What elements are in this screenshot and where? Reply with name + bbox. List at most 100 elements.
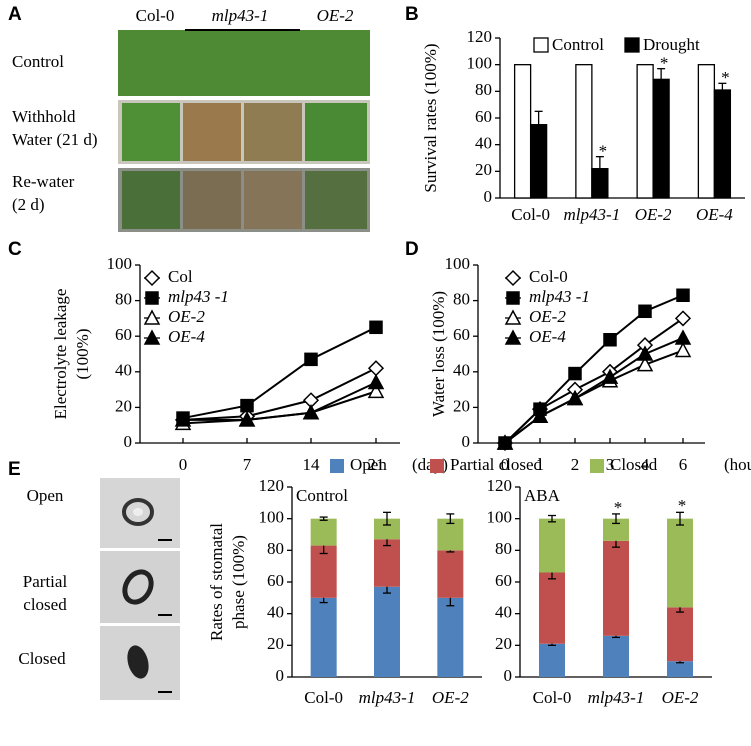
row-label: Withhold xyxy=(12,107,76,126)
y-tick-label: 0 xyxy=(484,187,493,206)
bar-segment xyxy=(539,643,565,677)
significance: * xyxy=(614,498,623,517)
bar-segment xyxy=(539,518,565,573)
y-tick-label: 20 xyxy=(475,160,492,179)
row-label: Re-water xyxy=(12,172,75,191)
phase-label: Partial xyxy=(23,572,68,591)
y-tick-label: 0 xyxy=(276,666,285,685)
marker xyxy=(302,404,320,420)
series-line xyxy=(183,381,377,421)
bar-segment xyxy=(603,635,629,677)
marker xyxy=(240,398,254,413)
x-tick-label: mlp43-1 xyxy=(564,205,621,224)
bar-segment xyxy=(374,518,400,540)
x-tick-label: Col-0 xyxy=(511,205,550,224)
x-unit: (hour) xyxy=(724,455,751,474)
legend-label: Partial closed xyxy=(450,455,543,474)
marker xyxy=(369,320,383,335)
x-tick-label: OE-2 xyxy=(635,205,672,224)
stomata-images xyxy=(100,478,180,700)
y-tick-label: 60 xyxy=(495,571,512,590)
panel-letter: E xyxy=(8,459,21,480)
micrograph xyxy=(100,551,180,623)
marker xyxy=(636,345,654,361)
bar-segment xyxy=(310,545,337,598)
marker xyxy=(143,329,161,345)
legend-swatch xyxy=(533,37,549,53)
legend-label: mlp43 -1 xyxy=(529,287,590,306)
stoma xyxy=(122,569,154,605)
series-line xyxy=(504,337,684,444)
significance: * xyxy=(721,68,730,87)
tray xyxy=(305,103,367,161)
row-label: Control xyxy=(12,52,64,71)
marker xyxy=(504,269,522,287)
significance: * xyxy=(660,54,669,73)
stoma xyxy=(127,645,149,679)
x-tick-label: 7 xyxy=(243,455,252,474)
tray xyxy=(122,171,180,229)
y-tick-label: 60 xyxy=(453,325,470,344)
legend-label: Col xyxy=(168,267,193,286)
bar-segment xyxy=(310,597,337,677)
bar-segment xyxy=(603,540,629,636)
y-axis-label: (100%) xyxy=(73,329,92,380)
bar-segment xyxy=(667,518,693,608)
legend-label: Col-0 xyxy=(529,267,568,286)
bar xyxy=(529,124,548,199)
legend-swatch xyxy=(330,459,344,473)
marker xyxy=(674,310,692,327)
x-tick-label: 14 xyxy=(303,455,321,474)
bar xyxy=(636,64,654,199)
y-tick-label: 60 xyxy=(115,325,132,344)
bar-segment xyxy=(667,661,693,677)
x-tick-label: OE-4 xyxy=(696,205,733,224)
bar-segment xyxy=(437,597,464,677)
series-line xyxy=(182,367,377,421)
y-tick-label: 120 xyxy=(259,476,285,495)
bar-segment xyxy=(310,518,337,546)
bar-segment xyxy=(603,518,629,541)
marker xyxy=(143,309,161,325)
legend-swatch xyxy=(590,459,604,473)
bar-segment xyxy=(667,607,693,662)
tray xyxy=(122,103,180,161)
marker xyxy=(506,291,520,305)
marker xyxy=(601,368,619,384)
y-tick-label: 0 xyxy=(504,666,513,685)
legend-label: Closed xyxy=(610,455,658,474)
x-tick-label: OE-2 xyxy=(662,688,699,707)
pore xyxy=(133,508,143,516)
x-tick-label: 6 xyxy=(679,455,688,474)
y-tick-label: 40 xyxy=(495,603,512,622)
bar-segment xyxy=(437,550,464,598)
marker xyxy=(496,434,514,450)
panel-letter: B xyxy=(405,4,419,25)
y-tick-label: 40 xyxy=(475,134,492,153)
bar xyxy=(591,168,609,199)
panel-letter: A xyxy=(8,4,22,25)
x-tick-label: 0 xyxy=(501,455,510,474)
y-tick-label: 0 xyxy=(462,432,471,451)
y-tick-label: 100 xyxy=(487,508,513,527)
column-label: Col-0 xyxy=(136,6,175,25)
bar-segment xyxy=(374,539,400,587)
x-tick-label: OE-2 xyxy=(432,688,469,707)
marker xyxy=(676,288,690,303)
panel-letter: C xyxy=(8,239,22,260)
y-tick-label: 100 xyxy=(445,254,471,273)
marker xyxy=(367,382,385,399)
y-tick-label: 80 xyxy=(267,539,284,558)
y-tick-label: 20 xyxy=(267,634,284,653)
marker xyxy=(174,411,192,427)
marker xyxy=(674,329,692,345)
x-tick-label: mlp43-1 xyxy=(588,688,645,707)
x-tick-label: 1 xyxy=(536,455,545,474)
y-tick-label: 80 xyxy=(115,290,132,309)
y-tick-label: 40 xyxy=(267,603,284,622)
subplot-title: Control xyxy=(296,486,348,505)
y-tick-label: 20 xyxy=(495,634,512,653)
y-axis-label: Rates of stomatal xyxy=(207,523,226,641)
marker xyxy=(504,329,522,345)
bar xyxy=(652,78,670,199)
